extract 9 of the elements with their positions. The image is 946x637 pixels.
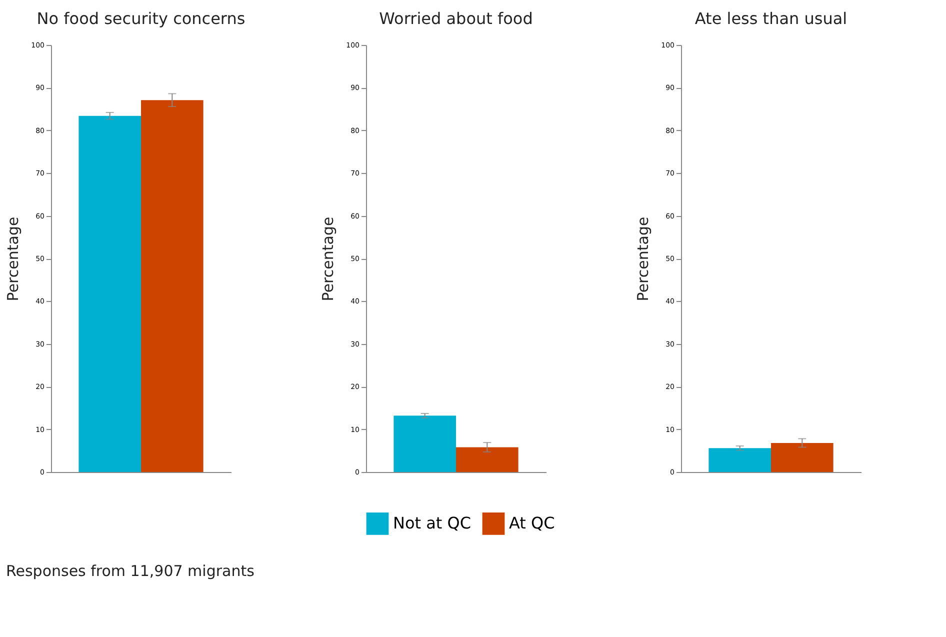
legend-label: Not at QC (393, 514, 472, 533)
legend-label: At QC (509, 514, 555, 533)
y-axis-title: Percentage (319, 216, 338, 302)
text: Responses from 11,907 migrants (6, 562, 256, 580)
y-axis-title: Percentage (634, 216, 652, 302)
chart-title: Worried about food (379, 9, 533, 28)
chart-title: Ate less than usual (694, 9, 848, 28)
chart-title: No food security concerns (36, 9, 246, 28)
y-axis-title: Percentage (4, 216, 22, 302)
